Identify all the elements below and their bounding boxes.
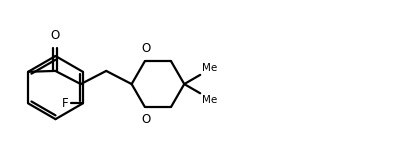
Text: F: F <box>62 97 69 110</box>
Text: O: O <box>141 42 150 55</box>
Text: O: O <box>141 113 150 126</box>
Text: O: O <box>51 29 60 42</box>
Text: Me: Me <box>202 95 218 105</box>
Text: Me: Me <box>202 63 218 73</box>
